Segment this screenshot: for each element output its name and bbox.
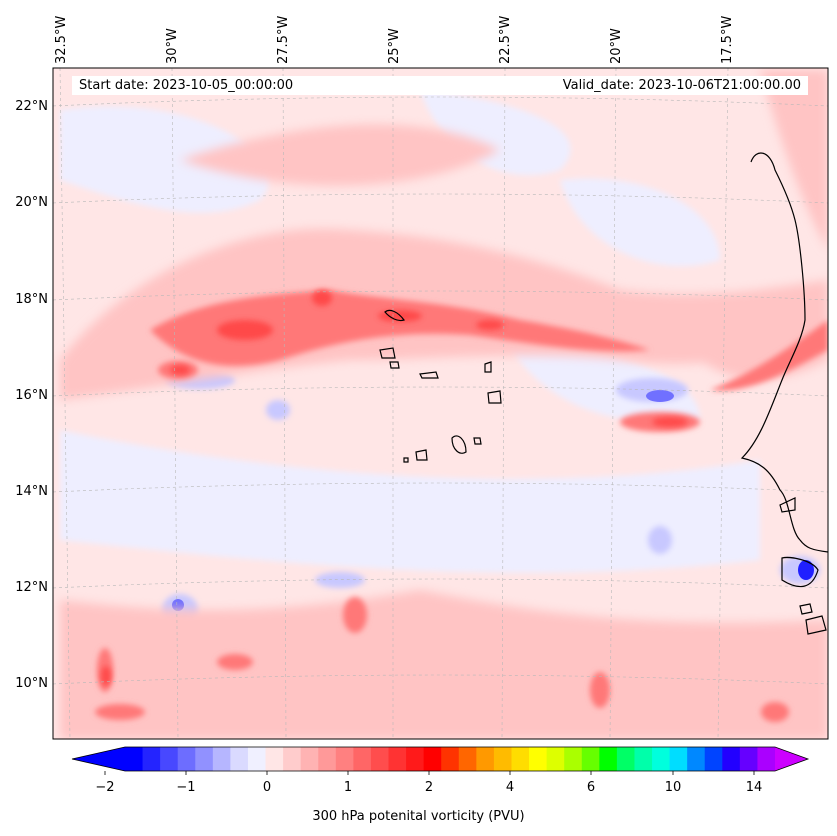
- colorbar-tick-label: −1: [176, 780, 196, 795]
- colorbar-segment: [423, 747, 442, 771]
- colorbar-segment: [230, 747, 249, 771]
- colorbar-segment: [195, 747, 214, 771]
- colorbar-tick-label: 1: [343, 780, 353, 795]
- blue-cores: [172, 390, 814, 611]
- lon-tick-label: 27.5°W: [276, 15, 291, 64]
- valid-date-label: Valid_date: 2023-10-06T21:00:00.00: [562, 78, 801, 93]
- colorbar-tick-label: 4: [505, 780, 515, 795]
- colorbar-segment: [441, 747, 460, 771]
- colorbar-segment: [652, 747, 671, 771]
- lon-tick-label: 20°W: [609, 28, 624, 64]
- date-box: [72, 76, 808, 95]
- map-frame: [52, 67, 829, 740]
- lat-tick-label: 16°N: [15, 388, 48, 403]
- colorbar-segment: [142, 747, 161, 771]
- colorbar-segment: [739, 747, 759, 771]
- lat-tick-label: 12°N: [15, 580, 48, 595]
- colorbar-segment: [704, 747, 723, 771]
- colorbar-extend-min: [72, 747, 125, 771]
- colorbar-segment: [283, 747, 302, 771]
- colorbar-segment: [511, 747, 530, 771]
- pv-band-core: [101, 290, 688, 686]
- gridlines: [53, 68, 828, 739]
- colorbar-segment: [493, 747, 513, 771]
- colorbar-extend-max: [775, 747, 808, 771]
- colorbar-segment: [722, 747, 741, 771]
- colorbar-segment: [300, 747, 319, 771]
- colorbar-segment: [160, 747, 179, 771]
- colorbar-segment: [177, 747, 196, 771]
- colorbar-tick-label: 6: [586, 780, 596, 795]
- lat-tick-label: 22°N: [15, 99, 48, 114]
- colorbar-segment: [529, 747, 548, 771]
- colorbar-tick-label: 2: [424, 780, 434, 795]
- lon-tick-label: 32.5°W: [54, 15, 69, 64]
- lat-tick-label: 18°N: [15, 292, 48, 307]
- colorbar-segment: [335, 747, 354, 771]
- colorbar-segment: [388, 747, 407, 771]
- colorbar-segment: [757, 747, 776, 771]
- colorbar-segment: [581, 747, 600, 771]
- colorbar-segment: [564, 747, 583, 771]
- coastline: [379, 152, 828, 635]
- start-date-label: Start date: 2023-10-05_00:00:00: [79, 78, 294, 93]
- lat-tick-label: 10°N: [15, 676, 48, 691]
- colorbar-segment: [458, 747, 477, 771]
- lat-tick-label: 20°N: [15, 195, 48, 210]
- colorbar-segment: [599, 747, 618, 771]
- colorbar-segment: [370, 747, 390, 771]
- colorbar-segment: [265, 747, 284, 771]
- colorbar-segment: [546, 747, 565, 771]
- colorbar-tick-label: −2: [95, 780, 115, 795]
- colorbar-tick-label: 14: [745, 780, 763, 795]
- lon-tick-label: 30°W: [165, 28, 180, 64]
- colorbar-segment: [634, 747, 653, 771]
- lat-tick-label: 14°N: [15, 484, 48, 499]
- colorbar-outline: [71, 746, 810, 772]
- colorbar-tick-label: 0: [262, 780, 272, 795]
- colorbar-segment: [616, 747, 636, 771]
- colorbar-segment: [669, 747, 688, 771]
- colorbar-title: 300 hPa potenital vorticity (PVU): [312, 809, 525, 824]
- lon-tick-label: 22.5°W: [498, 15, 513, 64]
- colorbar-segment: [687, 747, 706, 771]
- lon-tick-label: 25°W: [387, 28, 402, 64]
- lon-tick-label: 17.5°W: [720, 15, 735, 64]
- colorbar-segment: [247, 747, 267, 771]
- pv-field: [53, 68, 828, 739]
- colorbar-segment: [125, 747, 144, 771]
- colorbar-segment: [353, 747, 372, 771]
- colorbar-segment: [476, 747, 495, 771]
- colorbar-segment: [318, 747, 337, 771]
- colorbar-tick-label: 10: [664, 780, 682, 795]
- colorbar: [71, 746, 810, 775]
- colorbar-segment: [212, 747, 232, 771]
- colorbar-segment: [406, 747, 425, 771]
